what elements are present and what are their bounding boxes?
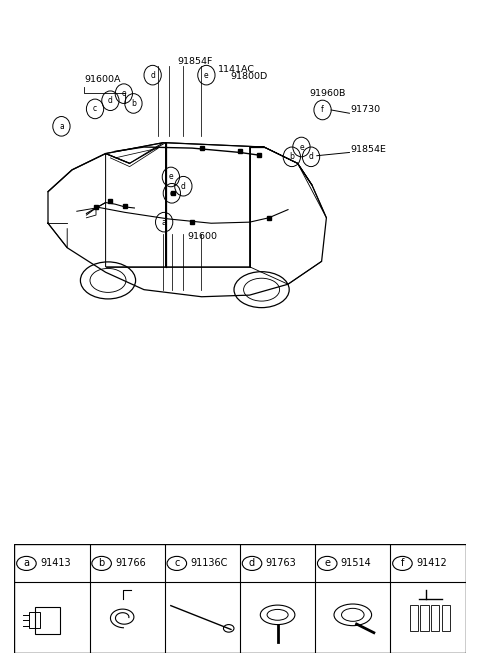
Text: b: b <box>289 152 294 161</box>
Text: b: b <box>98 558 105 568</box>
Text: 91514: 91514 <box>341 558 372 568</box>
Text: e: e <box>204 71 209 79</box>
Text: b: b <box>131 99 136 108</box>
Bar <box>36 607 60 634</box>
Text: d: d <box>181 182 186 191</box>
Bar <box>29 612 40 628</box>
Text: 91600A: 91600A <box>84 75 120 85</box>
Text: d: d <box>249 558 255 568</box>
Text: 91600: 91600 <box>187 232 217 241</box>
Text: a: a <box>59 122 64 131</box>
Text: c: c <box>170 189 174 198</box>
Bar <box>420 605 429 631</box>
Text: 91800D: 91800D <box>230 72 268 81</box>
Text: f: f <box>321 106 324 115</box>
Text: 91136C: 91136C <box>191 558 228 568</box>
Text: d: d <box>150 71 155 79</box>
Text: 91763: 91763 <box>265 558 296 568</box>
Text: e: e <box>324 558 330 568</box>
Text: d: d <box>309 152 313 161</box>
Text: 1141AC: 1141AC <box>218 64 255 73</box>
Text: 91413: 91413 <box>40 558 71 568</box>
Text: 91854F: 91854F <box>178 58 213 66</box>
Text: 91412: 91412 <box>416 558 447 568</box>
Text: 91730: 91730 <box>350 106 381 114</box>
Bar <box>431 605 439 631</box>
Text: e: e <box>121 89 126 98</box>
Text: c: c <box>93 104 97 113</box>
Bar <box>410 605 418 631</box>
Text: c: c <box>174 558 180 568</box>
Text: a: a <box>162 218 167 226</box>
Text: 91854E: 91854E <box>350 144 386 154</box>
Text: f: f <box>401 558 404 568</box>
Bar <box>442 605 450 631</box>
Text: 91960B: 91960B <box>310 89 346 98</box>
Text: e: e <box>168 173 173 182</box>
Text: d: d <box>108 96 113 105</box>
Text: e: e <box>299 142 304 152</box>
Text: 91766: 91766 <box>115 558 146 568</box>
Text: a: a <box>24 558 29 568</box>
